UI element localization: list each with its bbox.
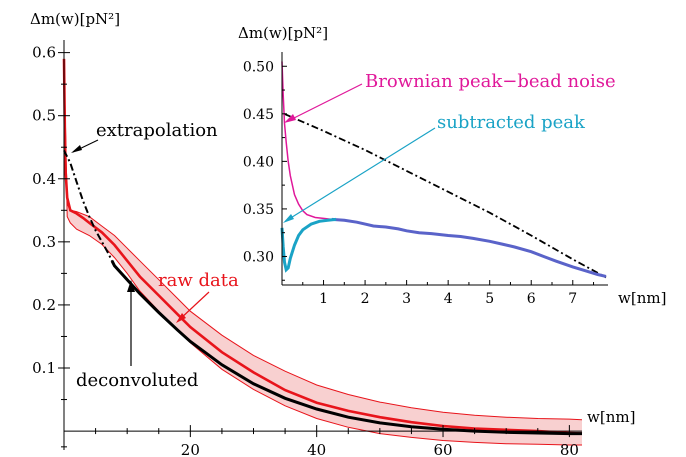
annotation-subtracted-peak: subtracted peak [437,112,586,133]
inset-background [272,48,612,310]
annotation-raw-data: raw data [158,270,239,291]
inset-y-tick-label: 0.35 [243,202,274,218]
main-chart: 20 40 60 80 0.1 0.2 0.3 0.4 0.5 0.6 Δm(w)[pN²] w… [30,10,635,457]
inset-x-tick-label: 5 [485,291,494,307]
main-y-tick-label: 0.3 [32,233,56,251]
main-y-ticks: 0.1 0.2 0.3 0.4 0.5 0.6 [32,44,70,448]
annotation-brownian-peak: Brownian peak−bead noise [365,71,616,92]
main-x-axis-label: w[nm] [587,408,635,426]
main-y-tick-label: 0.2 [32,296,56,314]
inset-x-ticks: 1 2 3 4 5 6 7 [302,280,595,307]
inset-x-axis-label: w[nm] [618,289,666,307]
main-x-tick-label: 80 [560,441,579,457]
annotation-raw-data-arrowhead [176,313,186,323]
raw-data-line [62,58,583,435]
inset-brownian-peak-line [281,61,332,221]
raw-data-lower-bound-line [63,58,582,446]
annotation-extrapolation-arrowhead [71,145,82,153]
main-x-tick-label: 20 [181,441,200,457]
annotation-subtracted-arrow [288,127,436,220]
inset-y-tick-label: 0.45 [243,107,274,123]
annotation-deconvoluted-arrowhead [127,280,135,292]
inset-x-tick-label: 2 [361,291,370,307]
annotation-deconvoluted: deconvoluted [76,370,198,391]
inset-x-tick-label: 7 [568,291,577,307]
main-y-tick-label: 0.6 [32,44,56,62]
annotation-subtracted-arrowhead [283,214,294,223]
inset-y-tick-label: 0.30 [243,249,274,265]
extrapolation-line [63,149,113,262]
annotation-extrapolation: extrapolation [96,120,218,141]
main-y-axis-label: Δm(w)[pN²] [30,10,120,28]
annotation-brownian-arrowhead [284,114,296,123]
main-y-tick-label: 0.5 [32,107,56,125]
annotation-brownian-arrow [289,83,363,121]
inset-x-tick-label: 6 [527,291,536,307]
inset-y-tick-label: 0.40 [243,154,274,170]
main-x-tick-label: 60 [433,441,452,457]
deconvoluted-line [110,260,582,436]
inset-x-tick-label: 1 [319,291,328,307]
inset-deconvoluted-line [331,217,607,278]
main-x-tick-label: 40 [307,441,326,457]
inset-y-axis-label: Δm(w)[pN²] [238,24,328,42]
inset-x-tick-label: 3 [402,291,411,307]
annotation-raw-data-arrow [178,291,210,321]
inset-x-tick-label: 4 [444,291,453,307]
inset-extrapolation-line [283,112,607,279]
inset-subtracted-peak-line [280,217,337,273]
main-y-tick-label: 0.1 [32,359,56,377]
main-x-ticks: 20 40 60 80 [95,425,579,457]
inset-y-tick-label: 0.50 [243,59,274,75]
inset-y-ticks: 0.30 0.35 0.40 0.45 0.50 [243,59,287,281]
main-y-tick-label: 0.4 [32,170,56,188]
